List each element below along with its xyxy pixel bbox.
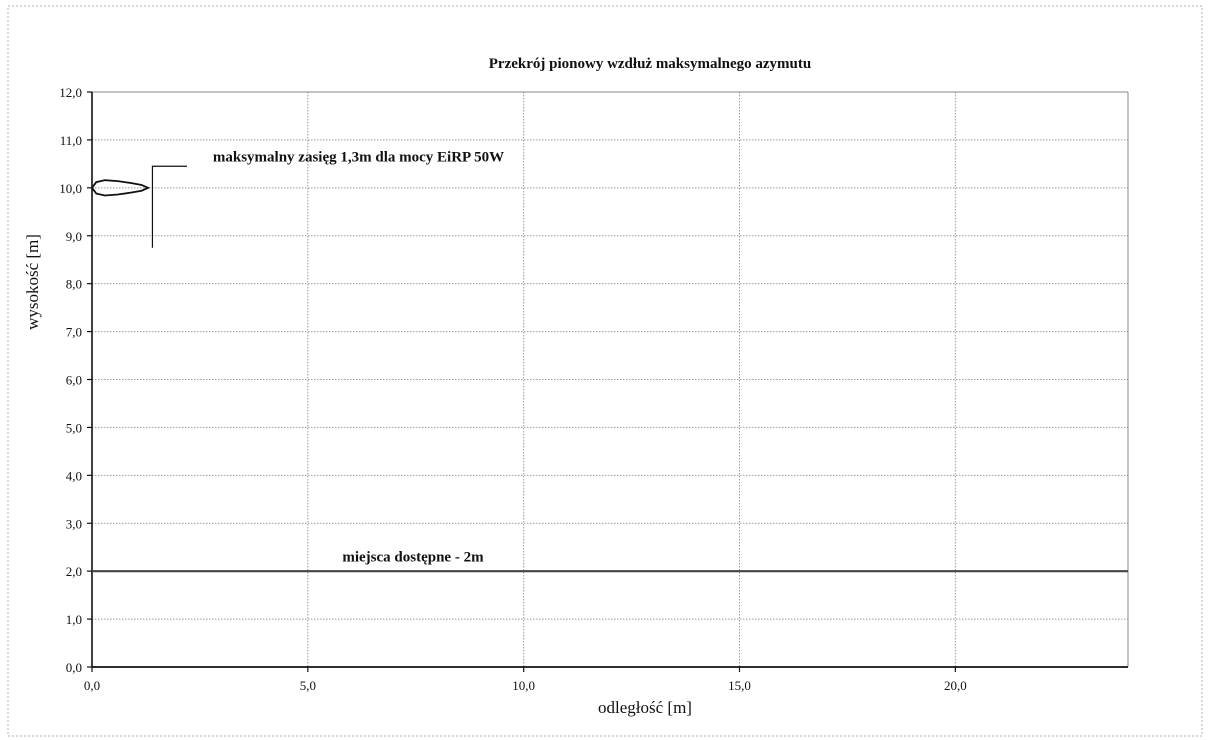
x-tick-labels: 0,0 5,0 10,0 15,0 20,0 — [84, 678, 967, 693]
y-tick-label: 10,0 — [59, 181, 82, 196]
chart-title: Przekrój pionowy wzdłuż maksymalnego azy… — [489, 56, 812, 72]
y-tick-label: 2,0 — [66, 564, 82, 579]
y-tick-label: 5,0 — [66, 420, 82, 435]
y-tick-label: 4,0 — [66, 468, 82, 483]
grid — [92, 91, 1128, 667]
series-lobe-max-range — [90, 179, 151, 197]
x-tick-label: 20,0 — [944, 678, 967, 693]
y-tick-label: 1,0 — [66, 612, 82, 627]
y-tick-label: 3,0 — [66, 516, 82, 531]
x-tick-label: 0,0 — [84, 678, 100, 693]
x-tick-label: 5,0 — [300, 678, 316, 693]
y-tick-label: 8,0 — [66, 277, 82, 292]
series-layer — [90, 179, 1128, 573]
annotation-max-range: maksymalny zasięg 1,3m dla mocy EiRP 50W — [213, 149, 504, 165]
y-tick-label: 9,0 — [66, 229, 82, 244]
annotation-leader-line — [151, 165, 187, 248]
annotations: maksymalny zasięg 1,3m dla mocy EiRP 50W… — [151, 149, 504, 566]
annotation-accessible-areas: miejsca dostępne - 2m — [342, 550, 484, 566]
axes — [87, 91, 1129, 672]
page-frame — [7, 5, 1203, 737]
y-tick-labels: 0,0 1,0 2,0 3,0 4,0 5,0 6,0 7,0 8,0 9,0 10,0 11,0 12… — [59, 85, 82, 675]
x-axis-label: odległość [m] — [598, 698, 692, 717]
y-tick-label: 11,0 — [60, 133, 82, 148]
x-tick-label: 10,0 — [512, 678, 535, 693]
x-tick-label: 15,0 — [728, 678, 751, 693]
y-tick-label: 7,0 — [66, 325, 82, 340]
y-axis-label: wysokość [m] — [23, 234, 42, 330]
y-tick-label: 12,0 — [59, 85, 82, 100]
y-tick-label: 0,0 — [66, 660, 82, 675]
y-tick-label: 6,0 — [66, 373, 82, 388]
